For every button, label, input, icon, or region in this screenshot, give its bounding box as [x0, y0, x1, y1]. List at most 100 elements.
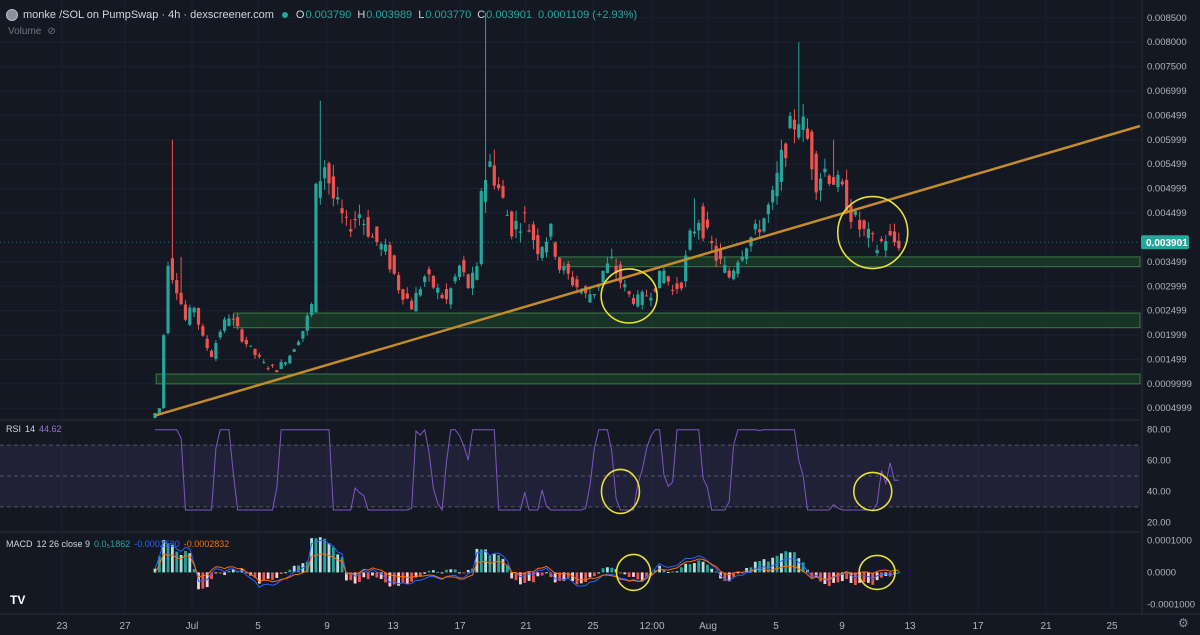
- candle-body: [627, 291, 631, 295]
- macd-histogram-bar: [675, 571, 679, 573]
- price-tick-label: 0.0004999: [1147, 403, 1192, 414]
- high-key: H: [357, 9, 366, 21]
- candle-body: [531, 224, 536, 241]
- macd-legend[interactable]: MACD 12 26 close 9 0.0₅1862 -0.0002530 -0.00…: [6, 539, 233, 549]
- candle-body: [871, 233, 875, 235]
- candle-body: [475, 265, 479, 280]
- low-key: L: [418, 9, 425, 21]
- candle-body: [740, 256, 744, 261]
- candle-body: [810, 131, 814, 170]
- candle-body: [514, 220, 518, 230]
- macd-histogram-bar: [897, 571, 901, 573]
- token-logo-icon: [6, 9, 18, 21]
- highlight-circle: [615, 553, 652, 592]
- time-tick-label: 25: [1106, 621, 1118, 632]
- candle-body: [618, 264, 623, 283]
- macd-histogram-bar: [327, 543, 331, 573]
- candle-body: [614, 265, 618, 274]
- macd-histogram-bar: [523, 572, 527, 583]
- macd-histogram-bar: [379, 572, 383, 579]
- candle-body: [162, 335, 166, 408]
- macd-histogram-bar: [266, 572, 270, 579]
- macd-histogram-bar: [366, 572, 370, 580]
- candle-body: [836, 174, 840, 188]
- macd-histogram-bar: [223, 572, 226, 575]
- candle-body: [253, 348, 257, 356]
- candle-body: [192, 307, 196, 313]
- candle-body: [605, 263, 609, 273]
- rsi-name: RSI: [6, 424, 22, 434]
- settings-gear-icon[interactable]: ⚙: [1178, 616, 1189, 630]
- macd-histogram-bar: [845, 572, 849, 580]
- macd-histogram-bar: [475, 548, 479, 573]
- macd-histogram-bar: [558, 572, 561, 581]
- macd-histogram-bar: [262, 572, 266, 580]
- price-tick-label: 0.001499: [1147, 354, 1187, 365]
- candle-body: [179, 292, 183, 305]
- candle-body: [753, 223, 757, 230]
- macd-histogram-bar: [553, 572, 557, 583]
- candle-body: [388, 244, 392, 270]
- price-tick-label: 0.007500: [1147, 62, 1187, 73]
- macd-histogram-bar: [427, 570, 431, 573]
- time-tick-label: Jul: [186, 621, 199, 632]
- rsi-tick-label: 20.00: [1147, 517, 1171, 528]
- candle-body: [405, 293, 409, 299]
- macd-histogram-bar: [584, 572, 588, 583]
- rsi-value: 44.62: [39, 424, 62, 434]
- macd-params: 12 26 close 9: [36, 539, 91, 549]
- candle-body: [183, 304, 188, 320]
- close-value: 0.003901: [486, 9, 533, 21]
- time-tick-label: 17: [972, 621, 984, 632]
- candle-body: [301, 330, 305, 339]
- candle-body: [540, 247, 544, 258]
- macd-histogram-bar: [862, 572, 866, 583]
- candle-body: [832, 177, 836, 185]
- candle-body: [671, 289, 675, 291]
- macd-histogram-bar: [462, 572, 466, 574]
- macd-histogram-bar: [375, 572, 379, 578]
- candle-body: [357, 214, 362, 218]
- macd-histogram-bar: [271, 572, 274, 580]
- high-value: 0.003989: [366, 9, 413, 21]
- rsi-legend[interactable]: RSI 14 44.62: [6, 424, 66, 434]
- candle-body: [418, 289, 422, 296]
- macd-histogram-bar: [840, 572, 844, 582]
- candle-body: [214, 343, 218, 359]
- candle-body: [779, 149, 783, 182]
- macd-histogram-bar: [453, 569, 457, 573]
- macd-histogram-bar: [362, 572, 366, 578]
- macd-histogram-bar: [492, 554, 496, 573]
- macd-histogram-bar: [288, 569, 292, 573]
- macd-histogram-bar: [214, 572, 218, 574]
- macd-histogram-bar: [736, 572, 740, 574]
- macd-histogram-bar: [714, 571, 718, 573]
- candle-body: [544, 242, 549, 253]
- candle-body: [218, 331, 222, 338]
- macd-histogram-bar: [588, 572, 592, 578]
- candle-body: [275, 370, 279, 373]
- macd-histogram-bar: [505, 565, 509, 573]
- hidden-eye-icon[interactable]: ⊘: [47, 26, 56, 37]
- macd-histogram-bar: [292, 565, 296, 573]
- open-value: 0.003790: [305, 9, 352, 21]
- time-tick-label: Aug: [699, 621, 717, 632]
- macd-histogram-bar: [701, 561, 705, 573]
- macd-histogram-bar: [780, 553, 783, 573]
- candle-body: [888, 231, 892, 236]
- candle-body: [270, 364, 275, 366]
- macd-histogram-bar: [331, 547, 335, 573]
- macd-histogram-bar: [392, 572, 396, 585]
- candle-body: [818, 178, 823, 191]
- macd-histogram-bar: [310, 538, 313, 573]
- tradingview-logo-icon[interactable]: TV: [10, 593, 26, 607]
- macd-histogram-bar: [397, 572, 400, 586]
- candle-body: [653, 288, 657, 292]
- macd-histogram-bar: [497, 555, 501, 573]
- macd-histogram-bar: [592, 572, 596, 577]
- macd-histogram-bar: [192, 569, 196, 573]
- candle-body: [323, 167, 327, 179]
- volume-legend[interactable]: Volume ⊘: [8, 26, 56, 37]
- macd-histogram-bar: [597, 572, 601, 574]
- volume-label: Volume: [8, 26, 42, 37]
